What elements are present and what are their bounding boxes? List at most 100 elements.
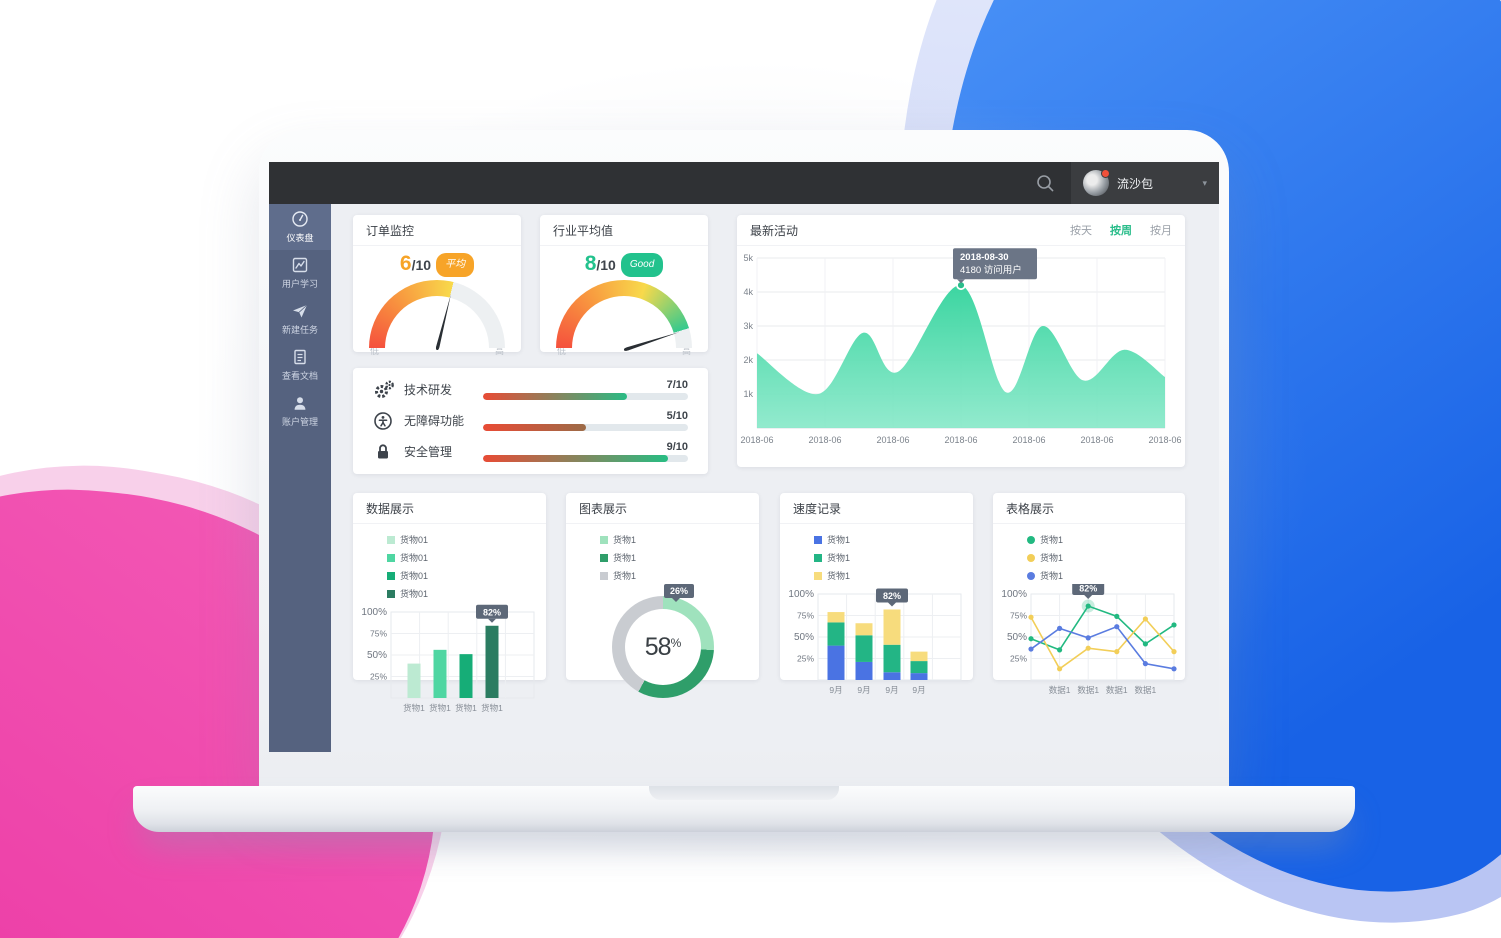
sidebar-item-view-docs[interactable]: 查看文档 [269, 342, 331, 388]
donut-chart: 58% 26% [566, 582, 759, 712]
top-bar: 流沙包 ▾ [269, 162, 1219, 204]
card-title: 数据展示 [353, 493, 546, 524]
sidebar-item-user-learning[interactable]: 用户学习 [269, 250, 331, 296]
legend-item: 货物1 [600, 533, 662, 546]
legend-item: 货物01 [387, 533, 449, 546]
svg-text:2018-06: 2018-06 [808, 435, 841, 445]
score-label: 7/10 [666, 379, 688, 391]
sidebar-item-dashboard[interactable]: 仪表盘 [269, 204, 331, 250]
chart-legend: 货物1 货物1 货物1 [780, 524, 973, 582]
user-name: 流沙包 [1117, 176, 1154, 191]
legend-swatch [387, 571, 395, 580]
svg-text:4180 访问用户: 4180 访问用户 [960, 264, 1022, 276]
legend-swatch [814, 553, 822, 562]
card-order-monitor: 订单监控 6/10 平均 低 高 [353, 215, 521, 356]
legend-item: 货物1 [814, 569, 876, 582]
gauge-chart [369, 280, 505, 348]
search-icon[interactable] [1035, 173, 1055, 193]
tab-by-day[interactable]: 按天 [1070, 225, 1092, 237]
accessibility-icon [374, 411, 392, 430]
area-chart-canvas: 5k 4k 3k 2k 1k 2018-06 2018-06 2018-06 2018-06 20… [740, 248, 1182, 445]
svg-text:100%: 100% [788, 589, 814, 600]
svg-text:2018-06: 2018-06 [1080, 435, 1113, 445]
svg-text:25%: 25% [797, 654, 814, 664]
svg-text:75%: 75% [1010, 611, 1027, 621]
legend-item: 货物1 [814, 533, 876, 546]
progress-row: 安全管理 9/10 [353, 436, 708, 467]
status-badge: Good [620, 253, 664, 277]
svg-text:25%: 25% [1010, 654, 1027, 664]
svg-text:2018-06: 2018-06 [1012, 435, 1045, 445]
card-table-display: 表格展示 货物1 货物1 货物1 100% 75% 50% 25% 数据1 数据1 数据1 数据1… [993, 493, 1185, 695]
svg-text:25%: 25% [370, 672, 387, 682]
card-speed-record: 速度记录 货物1 货物1 货物1 100% 75% 50% 25% 9月 9月 9月 9月 82% [780, 493, 973, 695]
laptop-base-notch [649, 786, 839, 800]
svg-text:2018-06: 2018-06 [876, 435, 909, 445]
user-icon [294, 397, 306, 410]
legend-swatch [1027, 535, 1035, 544]
laptop-base [133, 786, 1355, 832]
svg-text:数据1: 数据1 [1135, 685, 1157, 695]
legend-item: 货物1 [600, 551, 662, 564]
sidebar-item-account[interactable]: 账户管理 [269, 388, 331, 434]
score-label: 9/10 [666, 441, 688, 453]
card-title: 表格展示 [993, 493, 1185, 524]
svg-text:50%: 50% [367, 650, 387, 661]
progress-bar [483, 424, 688, 431]
svg-text:货物1: 货物1 [455, 703, 477, 713]
sidebar-item-new-task[interactable]: 新建任务 [269, 296, 331, 342]
card-data-display: 数据展示 货物01 货物01 货物01 货物01 100% 75% 50% 25% 货物1 货物… [353, 493, 546, 713]
card-title: 速度记录 [780, 493, 973, 524]
svg-text:1k: 1k [743, 389, 753, 399]
card-title: 最新活动 [750, 223, 799, 238]
svg-text:9月: 9月 [857, 685, 870, 695]
tab-by-week[interactable]: 按周 [1110, 225, 1132, 237]
svg-text:2k: 2k [743, 355, 753, 365]
gauge-icon [292, 211, 308, 227]
gauge-high-label: 高 [681, 346, 691, 356]
svg-text:5k: 5k [743, 253, 753, 263]
svg-text:2018-06: 2018-06 [1148, 435, 1181, 445]
gauge-high-label: 高 [494, 346, 504, 356]
svg-text:2018-08-30: 2018-08-30 [960, 252, 1009, 263]
card-skill-progress: 技术研发 7/10 无障碍功能 5/10 [353, 368, 708, 474]
chart-image-icon [292, 257, 308, 273]
progress-bar [483, 393, 688, 400]
svg-text:50%: 50% [794, 632, 814, 643]
app-window: 流沙包 ▾ 仪表盘 用户学习 新建任务 [269, 162, 1219, 752]
svg-text:82%: 82% [883, 591, 901, 601]
card-title: 行业平均值 [540, 215, 708, 246]
legend-swatch [600, 535, 608, 544]
svg-text:75%: 75% [370, 629, 387, 639]
progress-bar [483, 455, 688, 462]
legend-swatch [814, 571, 822, 580]
svg-text:2018-06: 2018-06 [944, 435, 977, 445]
gauge-chart [556, 280, 692, 348]
avatar [1083, 169, 1110, 196]
gauge-value: 8/10 Good [540, 253, 708, 277]
user-menu[interactable]: 流沙包 ▾ [1071, 162, 1219, 204]
progress-row: 无障碍功能 5/10 [353, 405, 708, 436]
legend-swatch [1027, 571, 1035, 580]
svg-text:数据1: 数据1 [1106, 685, 1128, 695]
svg-text:82%: 82% [1079, 584, 1097, 594]
svg-text:9月: 9月 [912, 685, 925, 695]
bar-chart-canvas: 100% 75% 50% 25% 货物1 货物1 货物1 货物1 82% [361, 604, 535, 713]
dashboard-content: 订单监控 6/10 平均 低 高 行业平均值 [331, 204, 1219, 752]
score-label: 5/10 [666, 410, 688, 422]
chart-legend: 货物1 货物1 货物1 [566, 524, 759, 582]
donut-center-value: 58% [644, 632, 682, 661]
tab-by-month[interactable]: 按月 [1150, 225, 1172, 237]
line-chart-canvas: 100% 75% 50% 25% 数据1 数据1 数据1 数据1 82% [1001, 584, 1177, 695]
svg-text:货物1: 货物1 [429, 703, 451, 713]
svg-text:货物1: 货物1 [403, 703, 425, 713]
legend-item: 货物1 [1027, 569, 1089, 582]
legend-item: 货物1 [600, 569, 662, 582]
svg-text:2018-06: 2018-06 [740, 435, 773, 445]
gauge-low-label: 低 [557, 346, 567, 356]
legend-item: 货物01 [387, 569, 449, 582]
svg-text:50%: 50% [1007, 632, 1027, 643]
notification-dot [1101, 169, 1110, 178]
card-latest-activity: 最新活动 按天 按周 按月 [737, 215, 1185, 467]
